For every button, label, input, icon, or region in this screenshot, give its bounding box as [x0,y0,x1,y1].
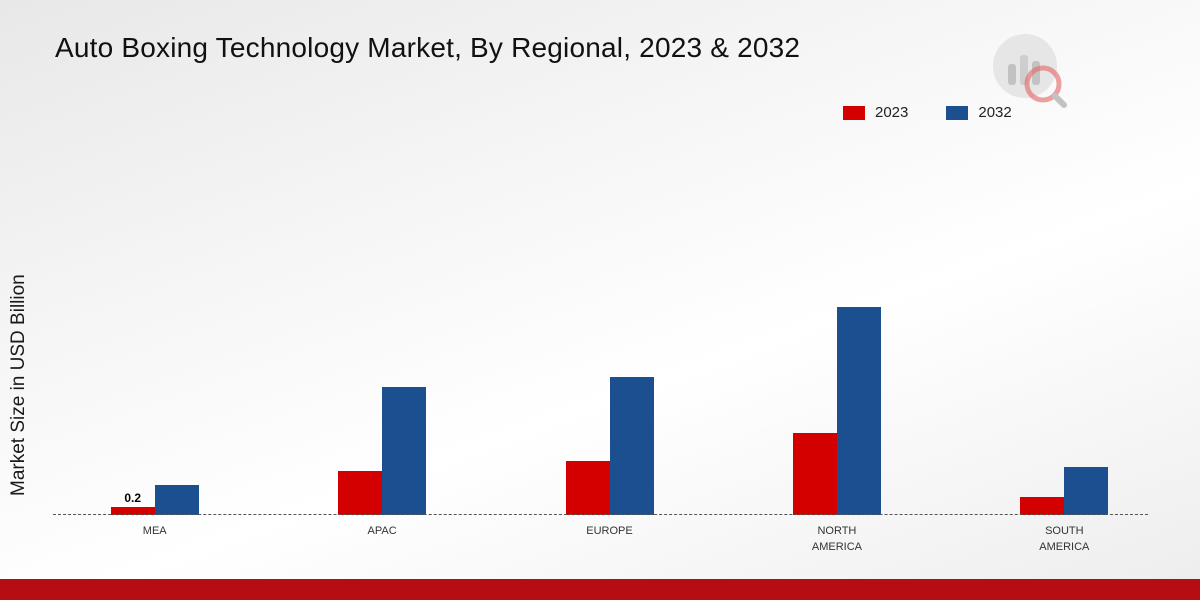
category-label-south-america: SOUTH AMERICA [1039,525,1090,553]
barwrap-2032-europe [609,377,654,515]
chart-title: Auto Boxing Technology Market, By Region… [55,32,801,63]
y-axis-title: Market Size in USD Billion [8,274,29,496]
bar-group-south: SOUTH AMERICA [951,140,1178,553]
footer-accent-bar [0,579,1200,600]
brand-logo-icon [993,34,1067,108]
x-axis-baseline [53,514,1148,515]
bar-2032-europe [609,377,654,515]
barwrap-2032-north-america [836,307,881,515]
barwrap-2023-europe [565,461,610,515]
bar-value-label: 0.2 [124,491,142,505]
legend-item-2032: 2032 [946,104,1012,121]
bar-group-north: NORTH AMERICA [723,140,950,553]
plot-area: 0.2 MEA APAC EUROPE NORTH AMERICA SOUTH AMERI… [41,140,1178,553]
legend: 2023 2032 [843,104,1012,121]
legend-label: 2023 [875,104,909,121]
bar-2032-apac [382,387,427,515]
barwrap-2023-apac [338,471,383,515]
category-label-apac: APAC [367,525,397,537]
bar-2032-mea [154,485,199,515]
barwrap-2032-south-america [1064,467,1109,515]
bar-2023-south-america [1020,497,1065,515]
category-label-mea: MEA [142,525,167,537]
barwrap-2032-apac [382,387,427,515]
barwrap-2023-north-america [792,433,837,515]
barwrap-2023-south-america [1020,497,1065,515]
legend-swatch-2023 [843,105,865,120]
bar-2023-north-america [792,433,837,515]
bar-2023-apac [338,471,383,515]
legend-swatch-2032 [946,105,969,120]
bar-2023-mea [110,507,155,515]
barwrap-2032-mea [154,485,199,515]
bar-groups: 0.2 MEA APAC EUROPE NORTH AMERICA SOUTH AMERI… [41,140,1178,553]
bar-2023-europe [565,461,610,515]
bar-group-mea: 0.2 MEA [41,140,268,537]
bar-2032-north-america [836,307,881,515]
bar-2032-south-america [1064,467,1109,515]
legend-label: 2032 [978,104,1012,121]
legend-item-2023: 2023 [843,104,908,121]
category-label-europe: EUROPE [586,525,633,537]
barwrap-2023-mea: 0.2 [110,491,155,515]
category-label-north-america: NORTH AMERICA [811,525,862,553]
bar-group-apac: APAC [268,140,495,537]
bar-group-europe: EUROPE [496,140,723,537]
